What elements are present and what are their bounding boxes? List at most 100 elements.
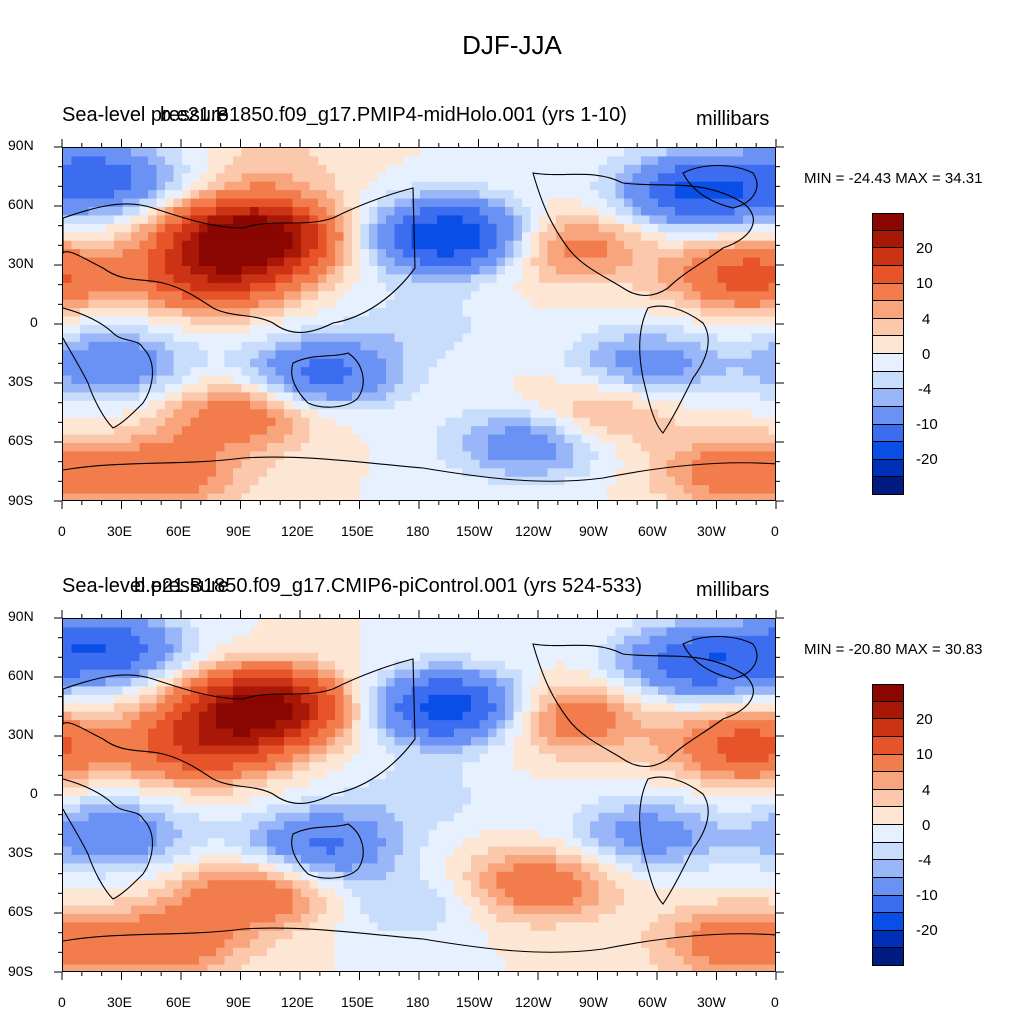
field-cell (105, 451, 115, 461)
field-cell (598, 728, 608, 738)
field-cell (233, 703, 243, 713)
field-cell (360, 384, 370, 394)
field-cell (666, 316, 676, 326)
field-cell (649, 308, 659, 318)
field-cell (148, 190, 158, 200)
field-cell (437, 156, 447, 166)
field-cell (233, 392, 243, 402)
field-cell (420, 291, 430, 301)
field-cell (241, 308, 251, 318)
field-cell (105, 190, 115, 200)
field-cell (743, 619, 753, 629)
field-cell (581, 207, 591, 217)
field-cell (139, 627, 149, 637)
field-cell (692, 384, 702, 394)
field-cell (250, 669, 260, 679)
field-cell (598, 720, 608, 730)
field-cell (301, 299, 311, 309)
field-cell (641, 249, 651, 259)
field-cell (462, 703, 472, 713)
field-cell (403, 392, 413, 402)
field-cell (173, 451, 183, 461)
field-cell (709, 350, 719, 360)
field-cell (369, 274, 379, 284)
field-cell (505, 426, 515, 436)
field-cell (377, 282, 387, 292)
field-cell (760, 703, 770, 713)
field-cell (267, 669, 277, 679)
field-cell (607, 257, 617, 267)
field-cell (649, 652, 659, 662)
field-cell (692, 493, 702, 500)
field-cell (173, 728, 183, 738)
field-cell (190, 409, 200, 419)
field-cell (564, 711, 574, 721)
field-cell (199, 400, 209, 410)
field-cell (734, 485, 744, 495)
field-cell (462, 274, 472, 284)
field-cell (216, 619, 226, 629)
field-cell (471, 266, 481, 276)
field-cell (471, 694, 481, 704)
field-cell (632, 215, 642, 225)
field-cell (182, 384, 192, 394)
field-cell (760, 333, 770, 343)
field-cell (335, 207, 345, 217)
field-cell (80, 341, 90, 351)
field-cell (564, 350, 574, 360)
field-cell (683, 282, 693, 292)
field-cell (122, 400, 132, 410)
field-cell (292, 308, 302, 318)
field-cell (71, 274, 81, 284)
field-cell (207, 669, 217, 679)
field-cell (556, 652, 566, 662)
field-cell (632, 426, 642, 436)
field-cell (479, 274, 489, 284)
field-cell (768, 274, 775, 284)
field-cell (556, 156, 566, 166)
field-cell (590, 451, 600, 461)
field-cell (71, 493, 81, 500)
field-cell (114, 350, 124, 360)
field-cell (233, 459, 243, 469)
field-cell (454, 207, 464, 217)
field-cell (709, 333, 719, 343)
field-cell (63, 417, 73, 427)
field-cell (199, 232, 209, 242)
field-cell (445, 384, 455, 394)
field-cell (581, 384, 591, 394)
field-cell (122, 703, 132, 713)
field-cell (394, 728, 404, 738)
field-cell (377, 661, 387, 671)
field-cell (88, 426, 98, 436)
field-cell (751, 341, 761, 351)
field-cell (275, 417, 285, 427)
field-cell (649, 375, 659, 385)
field-cell (437, 459, 447, 469)
field-cell (241, 451, 251, 461)
field-cell (709, 240, 719, 250)
field-cell (131, 678, 141, 688)
field-cell (267, 409, 277, 419)
field-cell (360, 711, 370, 721)
field-cell (726, 459, 736, 469)
field-cell (564, 451, 574, 461)
field-cell (343, 476, 353, 486)
field-cell (105, 350, 115, 360)
field-cell (207, 249, 217, 259)
field-cell (250, 619, 260, 629)
field-cell (462, 468, 472, 478)
field-cell (139, 434, 149, 444)
field-cell (556, 635, 566, 645)
field-cell (734, 299, 744, 309)
field-cell (624, 694, 634, 704)
field-cell (224, 274, 234, 284)
field-cell (377, 316, 387, 326)
field-cell (573, 215, 583, 225)
field-cell (411, 703, 421, 713)
field-cell (352, 316, 362, 326)
field-cell (496, 232, 506, 242)
field-cell (403, 282, 413, 292)
field-cell (734, 257, 744, 267)
